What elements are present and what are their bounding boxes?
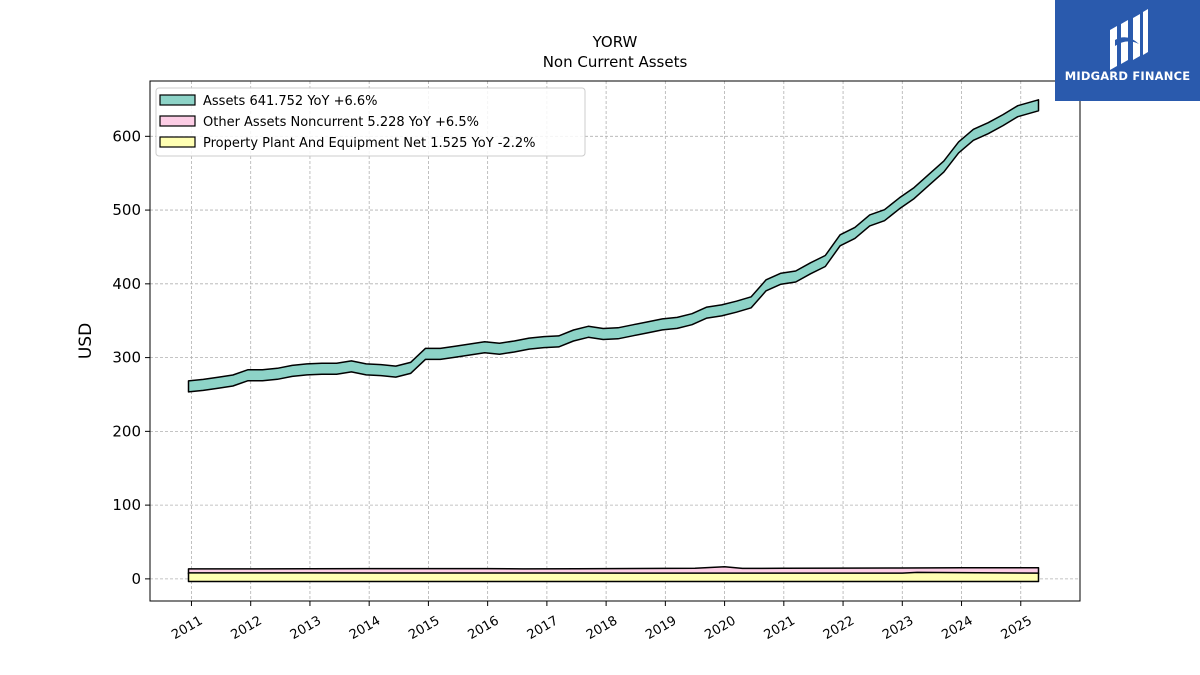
x-tick-label: 2018 <box>584 613 620 643</box>
chart-subtitle: Non Current Assets <box>543 53 688 71</box>
legend: Assets 641.752 YoY +6.6% Other Assets Non… <box>155 87 586 157</box>
legend-entry: Other Assets Noncurrent 5.228 YoY +6.5% <box>203 115 479 130</box>
legend-entry: Property Plant And Equipment Net 1.525 Y… <box>203 136 536 151</box>
x-tick-label: 2015 <box>406 613 442 643</box>
x-tick-label: 2011 <box>169 613 205 643</box>
y-tick-label: 300 <box>112 349 141 367</box>
logo-mark-icon <box>1110 9 1148 70</box>
x-tick-label: 2025 <box>999 613 1035 643</box>
brand-logo: MIDGARD FINANCE <box>1055 0 1200 101</box>
x-tick-label: 2020 <box>702 613 738 643</box>
x-tick-label: 2013 <box>288 613 324 643</box>
series-area-1 <box>187 99 1040 393</box>
y-tick-label: 200 <box>112 422 141 440</box>
y-tick-label: 100 <box>112 496 141 514</box>
grid <box>150 81 1080 601</box>
y-tick-label: 400 <box>112 275 141 293</box>
x-tick-label: 2019 <box>643 613 679 643</box>
x-tick-label: 2022 <box>821 613 857 643</box>
x-tick-label: 2024 <box>939 613 975 643</box>
chart-title: YORW <box>592 33 638 51</box>
legend-swatch <box>159 94 196 106</box>
x-tick-label: 2023 <box>880 613 916 643</box>
legend-swatch <box>159 115 196 127</box>
x-tick-label: 2014 <box>347 613 383 643</box>
legend-box <box>155 87 586 157</box>
series-area-3 <box>187 571 1040 583</box>
y-tick-label: 500 <box>112 201 141 219</box>
y-tick-label: 0 <box>131 570 141 588</box>
axes: 0 100 200 300 400 500 600 2011 2012 2013 2014 2015 2… <box>112 80 1081 643</box>
legend-entry: Assets 641.752 YoY +6.6% <box>203 94 378 109</box>
series-layer <box>187 99 1040 583</box>
x-tick-label: 2017 <box>525 613 561 643</box>
x-tick-label: 2021 <box>762 613 798 643</box>
y-axis-label: USD <box>76 323 96 359</box>
legend-swatch <box>159 136 196 148</box>
plot-frame <box>149 80 1081 602</box>
x-tick-label: 2016 <box>465 613 501 643</box>
x-tick-label: 2012 <box>229 613 265 643</box>
logo-text: MIDGARD FINANCE <box>1064 69 1191 83</box>
y-tick-label: 600 <box>112 127 141 145</box>
